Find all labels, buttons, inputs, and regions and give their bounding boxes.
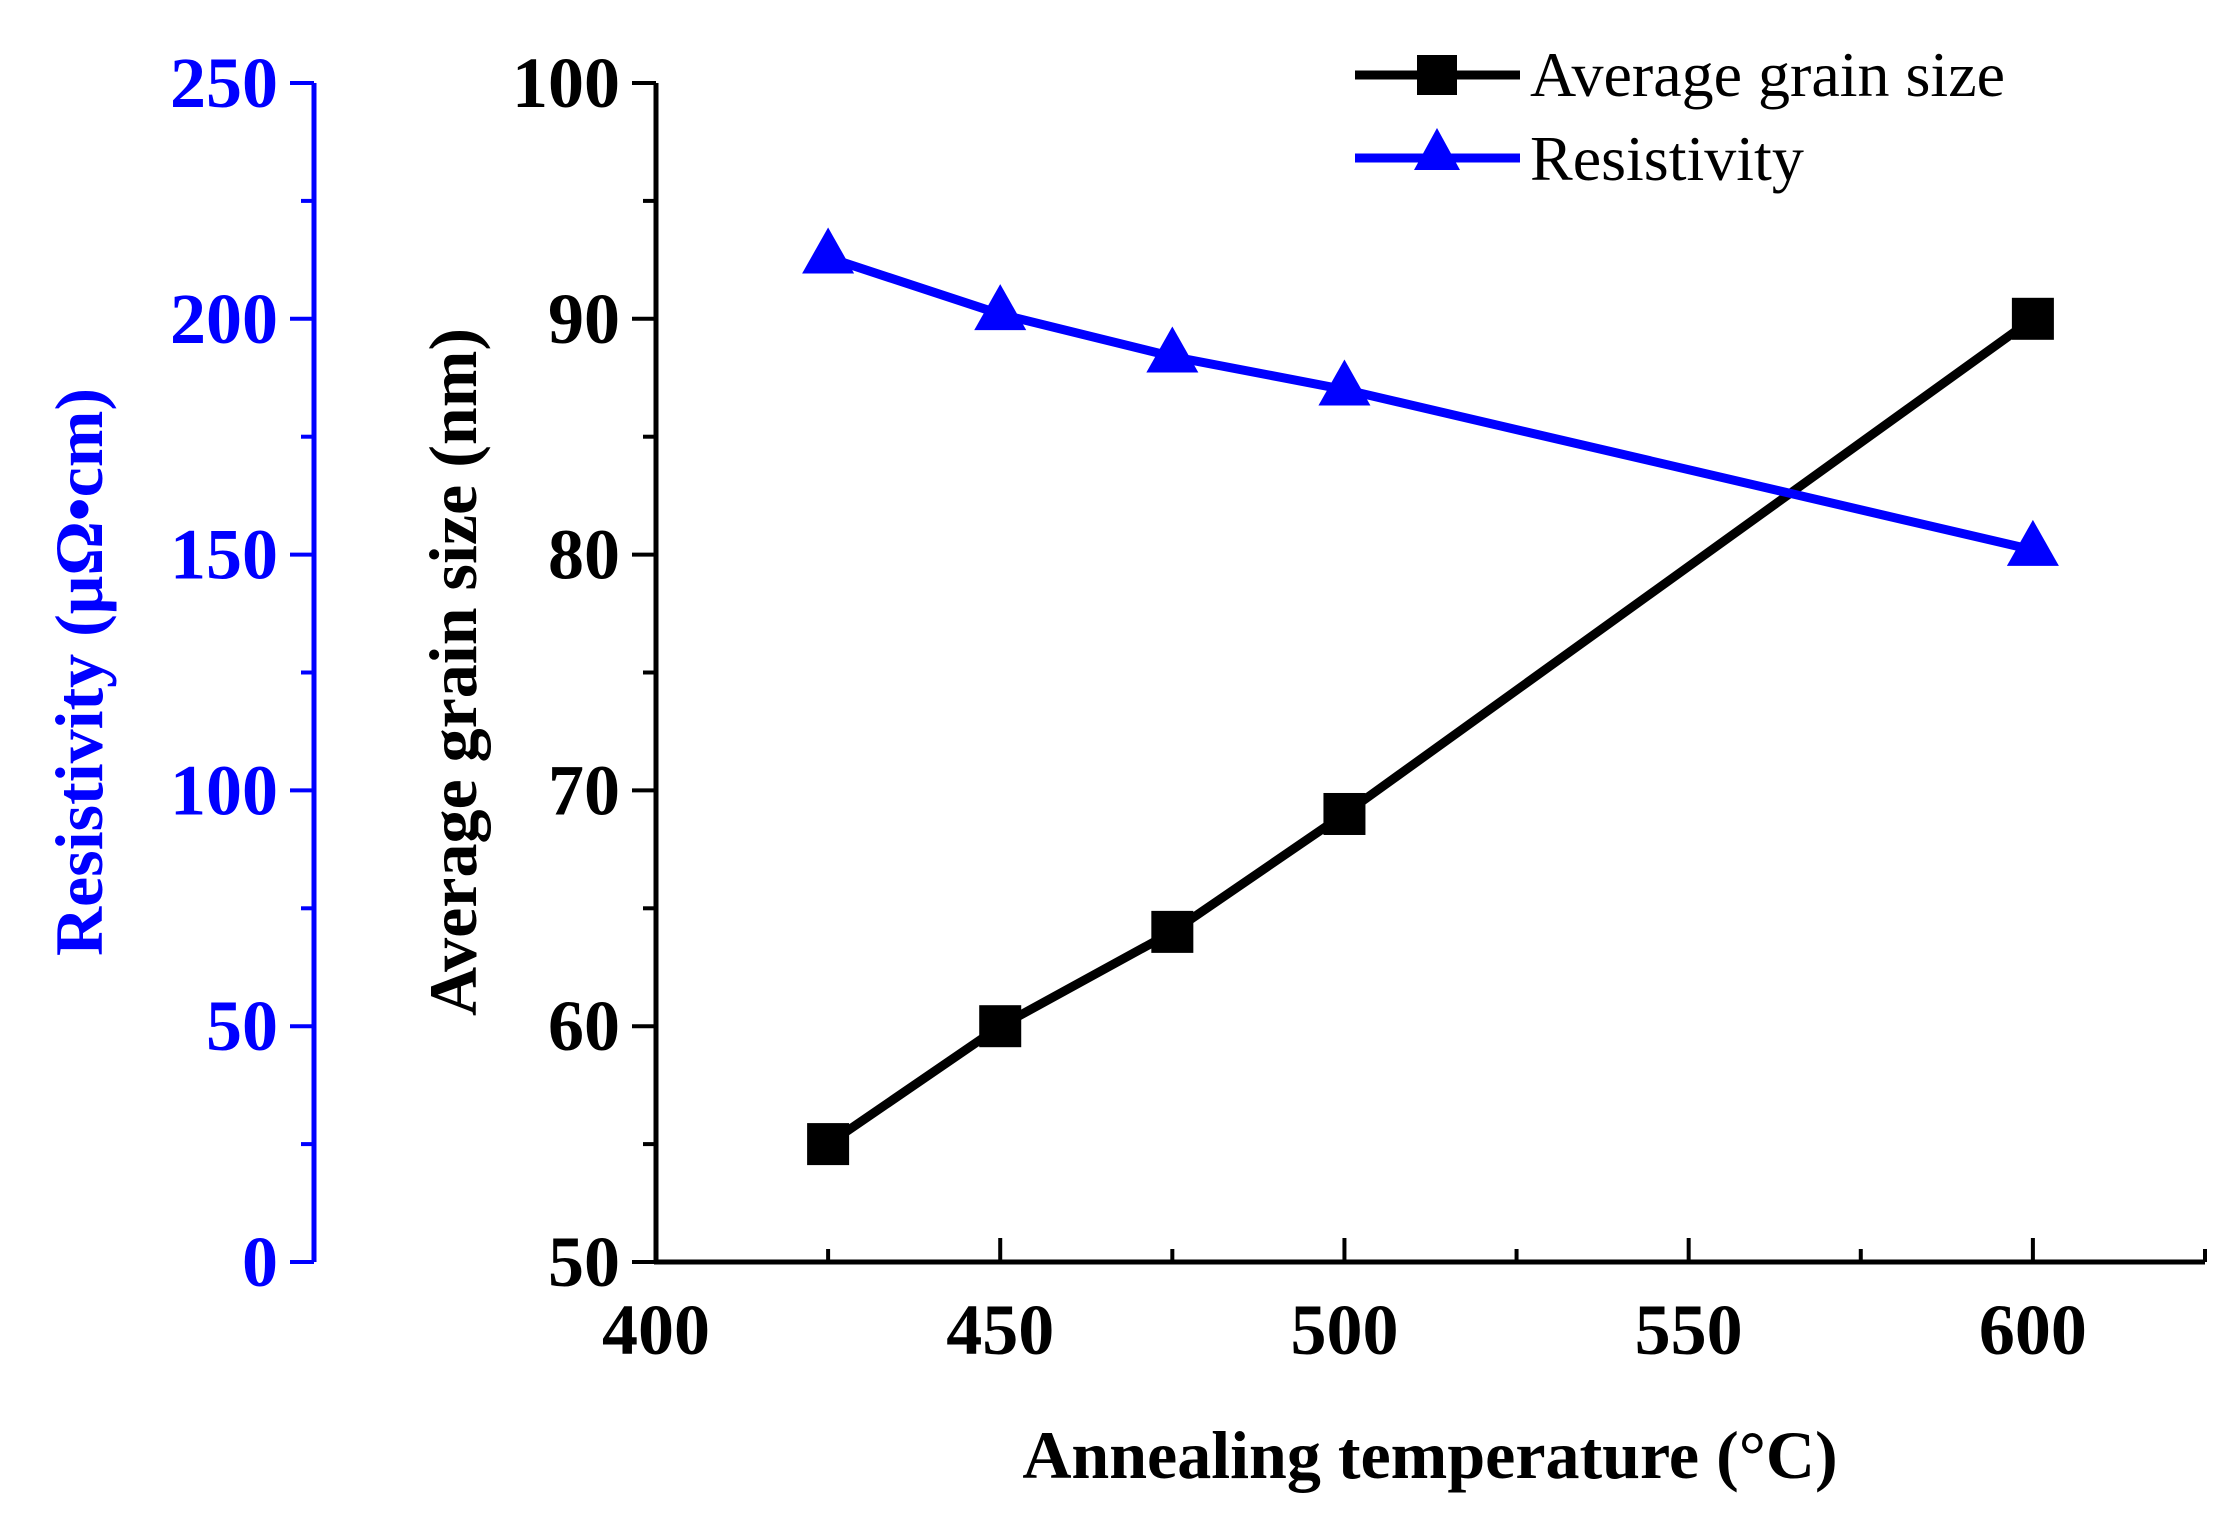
grain-size-point [979, 1005, 1022, 1048]
x-tick-label: 600 [1979, 1290, 2087, 1370]
legend-entry-grain: Average grain size [1355, 39, 2005, 110]
resistivity-point [2006, 519, 2059, 566]
legend-label-grain: Average grain size [1530, 39, 2005, 110]
resistivity-point [1146, 326, 1199, 373]
grain-size-point [2011, 297, 2054, 340]
x-tick-label: 550 [1635, 1290, 1743, 1370]
legend-triangle-marker [1414, 128, 1460, 170]
grain-tick-label: 50 [548, 1222, 620, 1302]
grain-axis-title: Average grain size (nm) [415, 328, 491, 1016]
resistivity-tick-label: 100 [170, 750, 278, 830]
resistivity-tick-label: 0 [242, 1222, 278, 1302]
resistivity-point [802, 227, 855, 274]
plot-area [802, 227, 2059, 1166]
x-axis-title: Annealing temperature (°C) [1022, 1417, 1837, 1493]
resistivity-tick-label: 150 [170, 515, 278, 595]
resistivity-tick-label: 50 [206, 986, 278, 1066]
resistivity-tick-label: 200 [170, 279, 278, 359]
legend-entry-resistivity: Resistivity [1355, 123, 1804, 194]
x-tick-label: 500 [1290, 1290, 1398, 1370]
legend: Average grain size Resistivity [1355, 39, 2005, 194]
x-tick-label: 450 [946, 1290, 1054, 1370]
x-tick-label: 400 [602, 1290, 710, 1370]
grain-tick-label: 90 [548, 279, 620, 359]
grain-axis: 50 60 70 80 90 100 [512, 43, 659, 1302]
grain-tick-label: 70 [548, 750, 620, 830]
resistivity-point [1318, 359, 1371, 406]
resistivity-point [974, 284, 1027, 331]
legend-label-resistivity: Resistivity [1530, 123, 1804, 194]
grain-tick-label: 60 [548, 986, 620, 1066]
grain-size-point [807, 1123, 850, 1166]
x-axis: 400 450 500 550 600 [602, 1238, 2207, 1370]
grain-size-point [1323, 792, 1366, 835]
grain-tick-label: 80 [548, 515, 620, 595]
grain-tick-label: 100 [512, 43, 620, 123]
resistivity-axis: 0 50 100 150 200 250 [170, 43, 317, 1302]
resistivity-tick-label: 250 [170, 43, 278, 123]
grain-size-point [1151, 910, 1194, 953]
legend-square-marker [1417, 55, 1457, 95]
resistivity-axis-title: Resistivity (μΩ•cm) [41, 388, 117, 956]
